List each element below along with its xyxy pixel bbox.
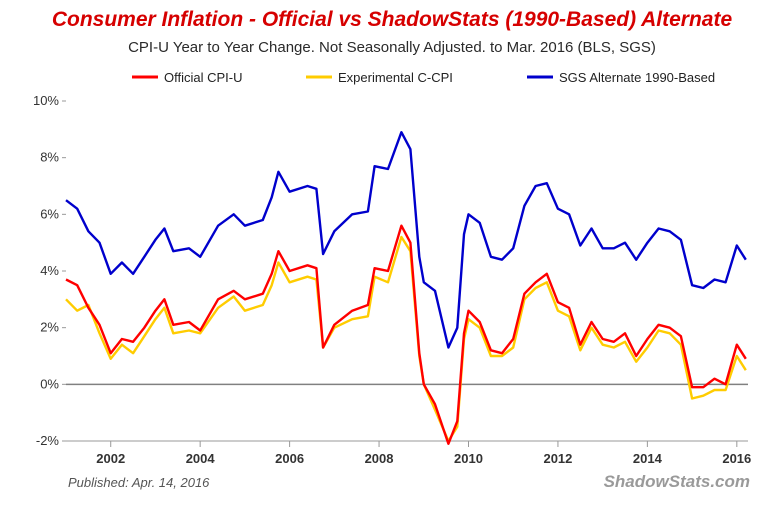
x-tick-label: 2012 (543, 451, 572, 466)
legend-label: Experimental C-CPI (338, 70, 453, 85)
x-tick-label: 2002 (96, 451, 125, 466)
series-group (65, 131, 747, 445)
y-tick-label: -2% (36, 433, 60, 448)
legend-label: SGS Alternate 1990-Based (559, 70, 715, 85)
x-tick-label: 2004 (186, 451, 216, 466)
x-tick-label: 2016 (722, 451, 751, 466)
series-line-0 (65, 224, 747, 445)
legend-label: Official CPI-U (164, 70, 243, 85)
y-tick-label: 2% (40, 320, 59, 335)
x-tick-label: 2014 (633, 451, 663, 466)
series-line-1 (65, 235, 747, 443)
x-axis: 2002 2004 2006 2008 2010 2012 2014 2016 (66, 440, 751, 466)
y-tick-label: 6% (40, 206, 59, 221)
legend: Official CPI-U Experimental C-CPI SGS Alte… (132, 70, 715, 85)
x-tick-label: 2006 (275, 451, 304, 466)
y-tick-label: 4% (40, 263, 59, 278)
x-tick-label: 2010 (454, 451, 483, 466)
y-tick-label: 10% (33, 93, 59, 108)
published-date: Published: Apr. 14, 2016 (68, 475, 210, 490)
chart-subtitle: CPI-U Year to Year Change. Not Seasonall… (128, 39, 656, 56)
x-tick-label: 2008 (365, 451, 394, 466)
series-line-2 (65, 131, 747, 349)
y-tick-label: 0% (40, 376, 59, 391)
y-tick-label: 8% (40, 150, 59, 165)
brand-watermark: ShadowStats.com (604, 472, 750, 491)
y-axis: 10% 8% 6% 4% 2% 0% -2% (33, 93, 66, 448)
chart-title: Consumer Inflation - Official vs ShadowS… (52, 8, 733, 31)
